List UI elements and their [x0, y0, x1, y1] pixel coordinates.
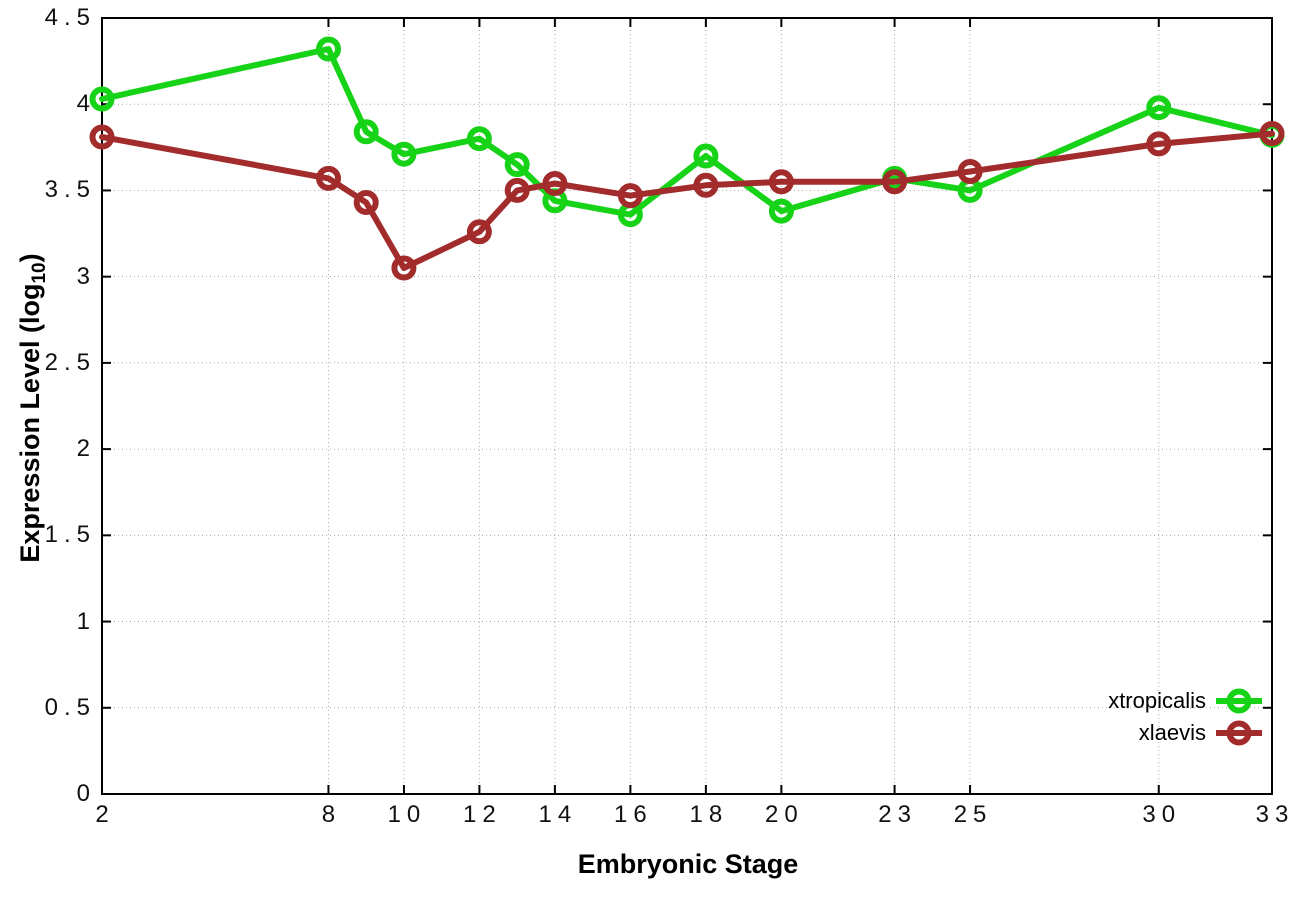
- x-tick-label: 12: [463, 801, 502, 828]
- y-tick-label: 1.5: [44, 521, 96, 549]
- y-tick-label: 0.5: [44, 693, 96, 721]
- y-axis-title-suffix: ): [15, 253, 45, 263]
- y-tick-label: 2: [76, 435, 96, 463]
- x-axis-title: Embryonic Stage: [577, 849, 799, 879]
- x-tick-label: 10: [387, 801, 427, 828]
- y-axis-title: Expression Level (log10): [15, 253, 51, 562]
- x-tick-label: 14: [538, 801, 578, 828]
- legend-line-marker-xlaevis: [1216, 720, 1262, 745]
- x-tick-label: 30: [1142, 801, 1182, 828]
- x-tick-label: 20: [764, 801, 804, 828]
- x-tick-label: 25: [953, 801, 993, 828]
- y-tick-label: 3.5: [44, 176, 96, 204]
- y-tick-label: 4.5: [44, 4, 96, 31]
- x-tick-label: 8: [321, 801, 342, 828]
- x-tick-label: 18: [689, 801, 729, 828]
- y-tick-label: 1: [76, 607, 96, 635]
- y-tick-label: 2.5: [44, 348, 96, 376]
- legend-label-xtropicalis: xtropicalis: [1108, 687, 1206, 713]
- y-axis-title-text: Expression Level (log: [15, 283, 45, 563]
- y-axis-title-subscript: 10: [29, 262, 50, 284]
- legend-line-marker-xtropicalis: [1216, 688, 1262, 713]
- x-tick-label: 2: [95, 801, 115, 828]
- legend-entry-xtropicalis: xtropicalis: [1108, 685, 1263, 716]
- x-tick-label: 33: [1255, 801, 1295, 828]
- legend: xtropicalis xlaevis: [1108, 685, 1263, 748]
- y-tick-label: 3: [76, 262, 96, 290]
- legend-label-xlaevis: xlaevis: [1138, 719, 1206, 745]
- legend-entry-xlaevis: xlaevis: [1108, 717, 1263, 748]
- x-tick-label: 23: [878, 801, 917, 828]
- x-tick-label: 16: [614, 801, 653, 828]
- y-tick-label: 0: [76, 780, 96, 807]
- y-tick-label: 4: [76, 90, 96, 118]
